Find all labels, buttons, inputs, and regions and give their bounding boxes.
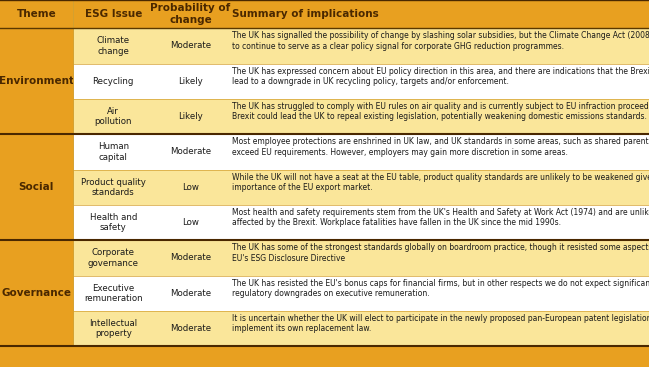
Text: The UK has expressed concern about EU policy direction in this area, and there a: The UK has expressed concern about EU po…: [232, 66, 649, 86]
Text: Summary of implications: Summary of implications: [232, 9, 379, 19]
Bar: [0, 276, 73, 311]
Text: Human
capital: Human capital: [98, 142, 129, 161]
Bar: [154, 311, 227, 346]
Bar: [73, 28, 154, 63]
Bar: [73, 99, 154, 134]
Text: While the UK will not have a seat at the EU table, product quality standards are: While the UK will not have a seat at the…: [232, 172, 649, 192]
Bar: [73, 63, 154, 99]
Text: Executive
remuneration: Executive remuneration: [84, 284, 143, 303]
Text: It is uncertain whether the UK will elect to participate in the newly proposed p: It is uncertain whether the UK will elec…: [232, 314, 649, 333]
Text: Low: Low: [182, 183, 199, 192]
Bar: [73, 205, 154, 240]
Text: Moderate: Moderate: [170, 324, 211, 333]
Bar: [154, 205, 227, 240]
Bar: [73, 311, 154, 346]
Bar: [0, 0, 649, 28]
Bar: [227, 99, 649, 134]
Text: Most employee protections are enshrined in UK law, and UK standards in some area: Most employee protections are enshrined …: [232, 137, 649, 157]
Bar: [154, 99, 227, 134]
Bar: [227, 311, 649, 346]
Bar: [0, 205, 73, 240]
Text: Air
pollution: Air pollution: [95, 107, 132, 126]
Text: Climate
change: Climate change: [97, 36, 130, 56]
Bar: [154, 134, 227, 170]
Bar: [0, 134, 73, 170]
Bar: [0, 28, 73, 63]
Bar: [0, 240, 73, 276]
Bar: [227, 205, 649, 240]
Text: The UK has struggled to comply with EU rules on air quality and is currently sub: The UK has struggled to comply with EU r…: [232, 102, 649, 121]
Text: Low: Low: [182, 218, 199, 227]
Bar: [227, 240, 649, 276]
Bar: [73, 240, 154, 276]
Text: Governance: Governance: [1, 288, 71, 298]
Bar: [227, 28, 649, 63]
Text: Environment: Environment: [0, 76, 74, 86]
Bar: [73, 134, 154, 170]
Bar: [227, 170, 649, 205]
Text: Social: Social: [19, 182, 54, 192]
Bar: [154, 28, 227, 63]
Text: Moderate: Moderate: [170, 41, 211, 50]
Text: Theme: Theme: [16, 9, 56, 19]
Text: Intellectual
property: Intellectual property: [89, 319, 138, 338]
Text: Likely: Likely: [178, 112, 203, 121]
Bar: [0, 311, 73, 346]
Text: Most health and safety requirements stem from the UK's Health and Safety at Work: Most health and safety requirements stem…: [232, 208, 649, 227]
Bar: [0, 170, 73, 205]
Bar: [154, 63, 227, 99]
Text: Moderate: Moderate: [170, 289, 211, 298]
Bar: [73, 276, 154, 311]
Bar: [154, 276, 227, 311]
Text: Recycling: Recycling: [93, 77, 134, 86]
Text: The UK has signalled the possibility of change by slashing solar subsidies, but : The UK has signalled the possibility of …: [232, 31, 649, 51]
Bar: [0, 99, 73, 134]
Bar: [227, 276, 649, 311]
Bar: [0, 63, 73, 99]
Text: Corporate
governance: Corporate governance: [88, 248, 139, 268]
Text: Probability of
change: Probability of change: [151, 3, 230, 25]
Bar: [154, 170, 227, 205]
Bar: [154, 240, 227, 276]
Text: ESG Issue: ESG Issue: [84, 9, 142, 19]
Text: Product quality
standards: Product quality standards: [81, 178, 145, 197]
Text: Likely: Likely: [178, 77, 203, 86]
Bar: [73, 170, 154, 205]
Bar: [227, 134, 649, 170]
Text: Health and
safety: Health and safety: [90, 213, 137, 232]
Text: The UK has resisted the EU's bonus caps for financial firms, but in other respec: The UK has resisted the EU's bonus caps …: [232, 279, 649, 298]
Text: Moderate: Moderate: [170, 148, 211, 156]
Bar: [227, 63, 649, 99]
Text: The UK has some of the strongest standards globally on boardroom practice, thoug: The UK has some of the strongest standar…: [232, 243, 649, 263]
Text: Moderate: Moderate: [170, 254, 211, 262]
